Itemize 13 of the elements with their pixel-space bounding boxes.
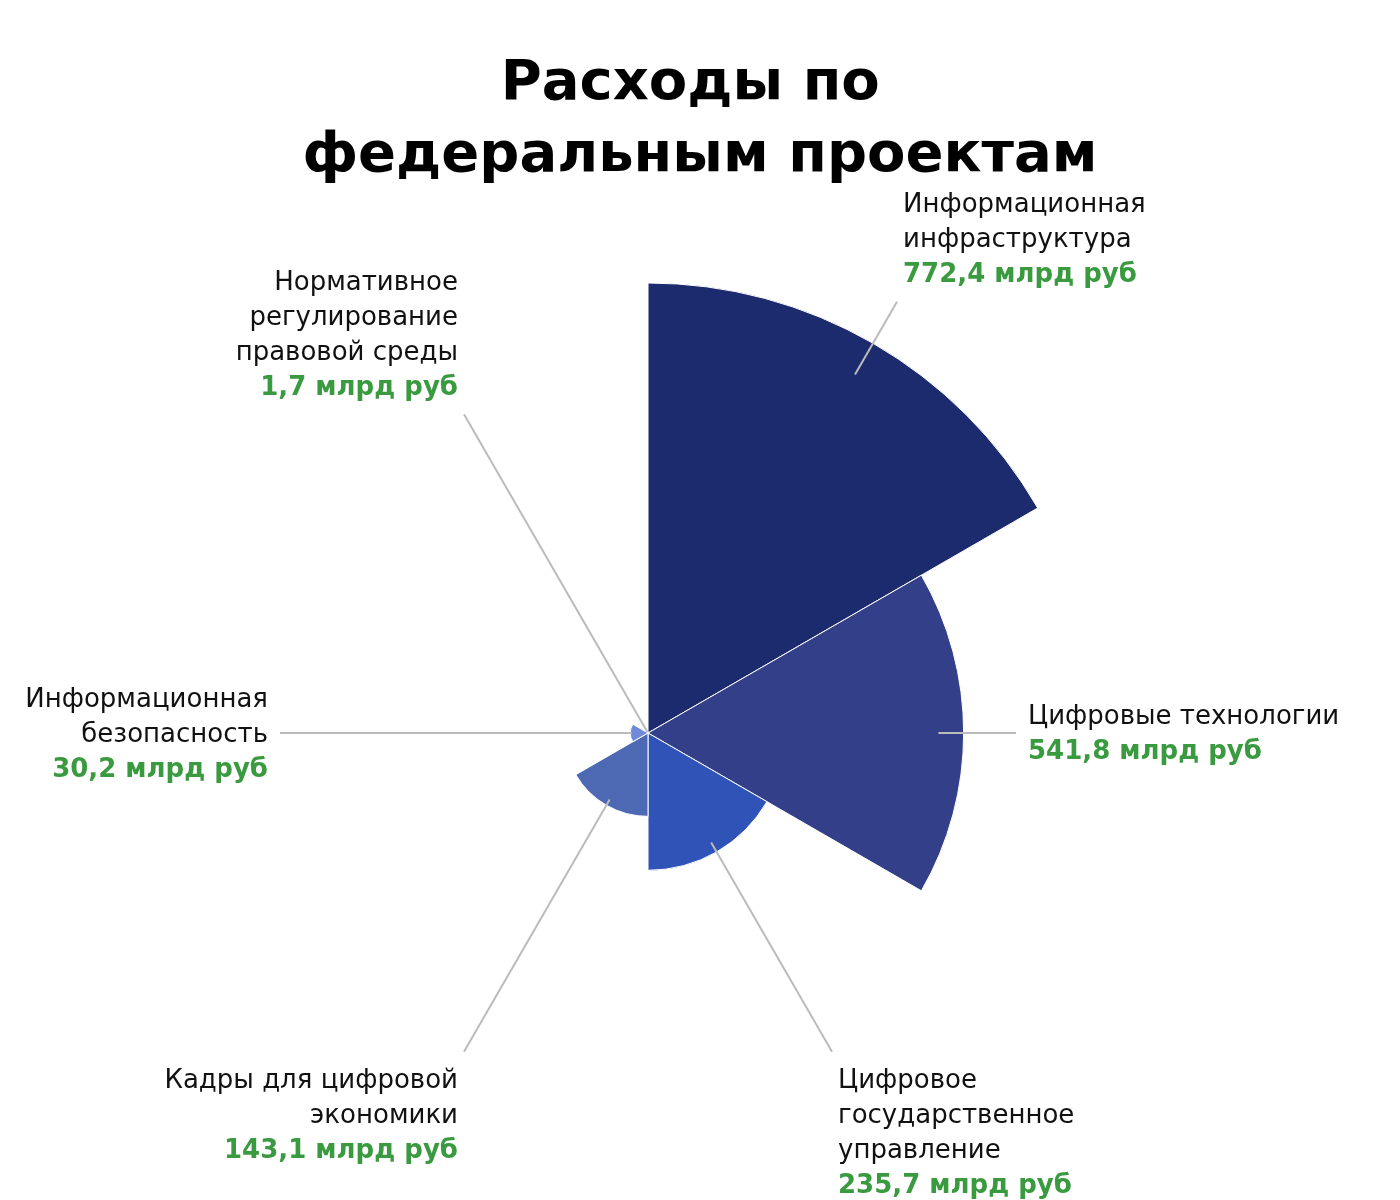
data-label: 1,7 млрд руб [259, 369, 458, 403]
category-label: Цифровое государственное управление [838, 1063, 1076, 1167]
data-label: 143,1 млрд руб [223, 1133, 458, 1167]
category-label: Информационная инфраструктура [903, 187, 1147, 256]
category-label: Цифровые технологии [1028, 699, 1340, 732]
data-label: 235,7 млрд руб [838, 1168, 1073, 1200]
category-label: Информационная безопасность [24, 681, 268, 750]
data-label: 772,4 млрд руб [903, 257, 1138, 291]
data-label: 30,2 млрд руб [51, 751, 268, 785]
category-label: Кадры для цифровой экономики [163, 1063, 458, 1132]
text: Расходы по федеральным проектам [302, 46, 1098, 184]
data-label: 541,8 млрд руб [1028, 734, 1263, 767]
category-label: Нормативное регулирование правовой среды [234, 264, 458, 368]
